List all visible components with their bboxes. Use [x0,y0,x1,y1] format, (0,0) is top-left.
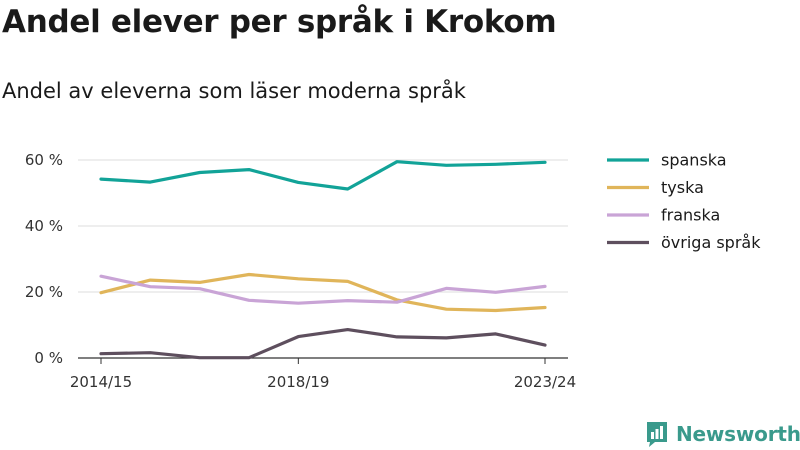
newsworthy-logo: Newsworthy [645,420,800,448]
legend-label: tyska [661,178,704,197]
y-tick-label: 20 % [25,283,63,301]
series-line-0 [99,160,547,191]
chart-subtitle: Andel av eleverna som läser moderna språ… [2,79,466,103]
x-tick-label: 2014/15 [70,373,132,391]
series-line-2 [99,274,547,305]
x-tick-label: 2023/24 [514,373,576,391]
y-tick-label: 40 % [25,217,63,235]
legend-label: spanska [661,151,727,170]
series-line-3 [99,328,547,360]
y-tick-label: 60 % [25,151,63,169]
newsworthy-logo-icon [647,422,667,447]
legend-label: övriga språk [661,233,761,252]
series-line-1 [99,272,547,313]
newsworthy-logo-text: Newsworthy [676,422,800,446]
legend-label: franska [661,206,720,225]
chart-title: Andel elever per språk i Krokom [2,4,557,40]
y-tick-label: 0 % [34,349,63,367]
x-tick-label: 2018/19 [267,373,329,391]
